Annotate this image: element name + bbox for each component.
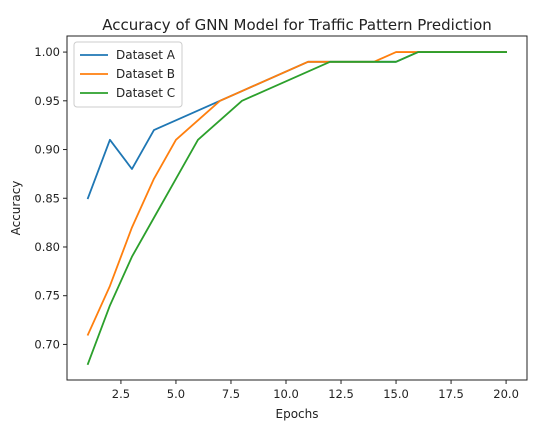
x-axis-label: Epochs — [276, 407, 319, 421]
y-tick-label: 0.95 — [34, 94, 60, 108]
y-tick-label: 0.80 — [34, 240, 60, 254]
x-tick-label: 10.0 — [273, 387, 299, 401]
x-tick-label: 15.0 — [383, 387, 409, 401]
x-tick-label: 2.5 — [112, 387, 130, 401]
chart-title: Accuracy of GNN Model for Traffic Patter… — [102, 16, 492, 34]
x-tick-label: 20.0 — [493, 387, 519, 401]
plot-frame — [66, 35, 528, 381]
legend-label: Dataset A — [116, 48, 176, 62]
legend: Dataset A Dataset B Dataset C — [73, 41, 183, 108]
x-tick-label: 5.0 — [167, 387, 185, 401]
series-layer — [86, 51, 507, 366]
legend-label: Dataset B — [116, 67, 175, 81]
legend-frame — [73, 41, 183, 108]
y-tick-label: 0.70 — [34, 337, 60, 351]
x-tick-label: 17.5 — [438, 387, 464, 401]
legend-label: Dataset C — [116, 86, 175, 100]
x-tick-label: 7.5 — [222, 387, 240, 401]
y-axis: 0.70 0.75 0.80 0.85 0.90 0.95 1.00 — [34, 45, 67, 351]
x-tick-label: 12.5 — [328, 387, 354, 401]
y-axis-label: Accuracy — [9, 181, 23, 236]
series-line-c — [86, 51, 507, 366]
y-tick-label: 1.00 — [34, 45, 60, 59]
y-tick-label: 0.90 — [34, 143, 60, 157]
y-tick-label: 0.75 — [34, 289, 60, 303]
x-axis: 2.5 5.0 7.5 10.0 12.5 15.0 17.5 20.0 — [112, 380, 519, 401]
y-tick-label: 0.85 — [34, 191, 60, 205]
